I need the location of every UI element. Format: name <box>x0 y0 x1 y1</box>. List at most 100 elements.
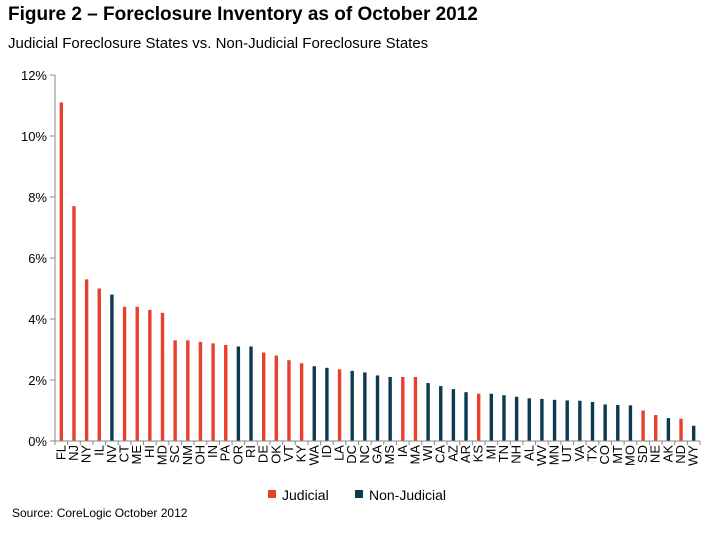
bar-in <box>211 343 215 441</box>
bar-tx <box>590 401 595 441</box>
x-category-label: ME <box>129 445 144 465</box>
y-axis: 0% 2% 4% 6% 8% 10% 12% <box>21 68 56 449</box>
bar-me <box>135 306 139 441</box>
x-category-label: DE <box>256 445 271 463</box>
bar-ma <box>413 376 418 441</box>
bar-md <box>160 312 165 441</box>
y-tick-label: 8% <box>28 190 47 205</box>
x-category-label: OR <box>230 445 245 465</box>
x-category-label: TN <box>496 445 511 462</box>
x-category-label: VA <box>572 445 587 462</box>
x-category-label: NC <box>357 445 372 464</box>
bar-nd <box>679 418 683 441</box>
bar-ak <box>666 418 671 442</box>
source-note: Source: CoreLogic October 2012 <box>12 506 188 520</box>
bar-nh <box>514 396 519 441</box>
bar-il <box>97 288 101 441</box>
bar-mn <box>552 399 557 441</box>
x-category-label: GA <box>370 445 385 464</box>
bar-ny <box>84 279 89 441</box>
x-category-label: KS <box>471 445 486 463</box>
x-category-label: TX <box>585 445 600 462</box>
chart-title: Figure 2 – Foreclosure Inventory as of O… <box>8 4 478 25</box>
x-category-label: CT <box>117 445 132 462</box>
x-category-label: NM <box>180 445 195 465</box>
x-category-label: MI <box>483 445 498 459</box>
x-category-label: IN <box>205 445 220 458</box>
bar-mo <box>628 405 633 441</box>
legend: Judicial Non-Judicial <box>268 487 446 503</box>
bar-ia <box>401 376 405 441</box>
x-category-label: NJ <box>66 445 81 461</box>
x-category-label: CO <box>597 445 612 465</box>
x-category-label: IL <box>91 445 106 456</box>
bar-ct <box>122 306 127 441</box>
bar-ga <box>375 375 380 441</box>
x-category-label: WI <box>420 445 435 461</box>
y-tick-label: 4% <box>28 312 47 327</box>
bar-id <box>325 367 329 441</box>
legend-swatch-judicial <box>268 490 276 498</box>
bar-ar <box>464 392 468 441</box>
x-category-label: CA <box>433 445 448 463</box>
bar-wv <box>540 398 544 441</box>
bar-az <box>451 389 456 441</box>
bar-fl <box>59 102 64 441</box>
x-category-label: PA <box>218 445 233 462</box>
x-category-label: MA <box>407 445 422 465</box>
x-category-label: ND <box>673 445 688 464</box>
x-category-label: NV <box>104 445 119 463</box>
bar-or <box>236 346 241 441</box>
bar-la <box>337 369 342 441</box>
y-tick-label: 10% <box>21 129 47 144</box>
y-tick-label: 6% <box>28 251 47 266</box>
chart-subtitle: Judicial Foreclosure States vs. Non-Judi… <box>8 35 429 52</box>
bar-pa <box>224 344 228 441</box>
x-category-label: MS <box>382 445 397 465</box>
bar-tn <box>502 395 506 441</box>
bar-dc <box>350 370 354 441</box>
x-category-label: LA <box>332 445 347 461</box>
legend-label-judicial: Judicial <box>282 487 329 503</box>
x-category-label: AZ <box>445 445 460 462</box>
bar-mt <box>616 405 620 441</box>
bar-mi <box>489 393 494 441</box>
x-category-label: SC <box>167 445 182 463</box>
x-category-label: AK <box>660 445 675 463</box>
legend-label-non-judicial: Non-Judicial <box>369 487 446 503</box>
x-category-label: IA <box>395 445 410 458</box>
bar-wa <box>312 366 316 441</box>
x-category-label: MN <box>547 445 562 465</box>
x-category-label: MT <box>610 445 625 464</box>
x-category-label: UT <box>559 445 574 462</box>
bar-ms <box>388 376 392 441</box>
x-category-label: NY <box>79 445 94 463</box>
legend-swatch-non-judicial <box>355 490 363 498</box>
x-category-label: SD <box>635 445 650 463</box>
bar-ri <box>249 346 253 441</box>
x-category-label: OH <box>192 445 207 465</box>
x-category-label: DC <box>344 445 359 464</box>
bar-ca <box>439 386 443 441</box>
x-category-label: AR <box>458 445 473 463</box>
x-category-label: WA <box>306 445 321 466</box>
x-category-label: NE <box>648 445 663 463</box>
bar-va <box>578 400 582 441</box>
x-category-label: HI <box>142 445 157 458</box>
x-category-label: MO <box>622 445 637 466</box>
x-category-label: ID <box>319 445 334 458</box>
x-category-label: KY <box>294 445 309 463</box>
bar-al <box>527 398 531 441</box>
y-tick-label: 2% <box>28 373 47 388</box>
x-axis: FLNJNYILNVCTMEHIMDSCNMOHINPAORRIDEOKVTKY… <box>53 440 701 466</box>
x-category-label: VT <box>281 445 296 462</box>
x-category-label: NH <box>509 445 524 464</box>
bar-wy <box>691 425 696 441</box>
bar-nj <box>72 206 76 441</box>
bar-vt <box>287 360 291 441</box>
bar-nv <box>110 294 114 441</box>
x-category-label: RI <box>243 445 258 458</box>
y-tick-label: 12% <box>21 68 47 83</box>
bar-oh <box>198 341 203 442</box>
